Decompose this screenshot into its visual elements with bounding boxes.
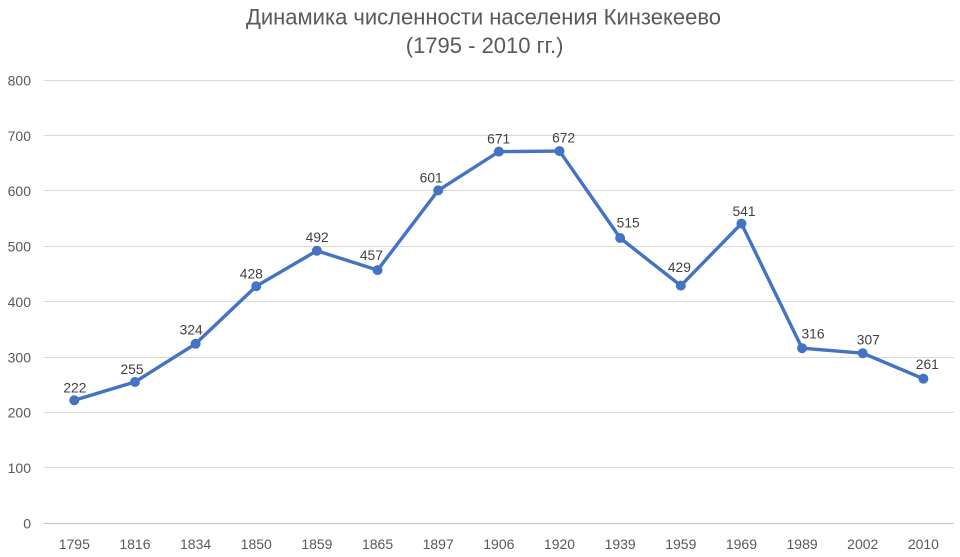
svg-text:(1795 - 2010 гг.): (1795 - 2010 гг.) (406, 33, 564, 58)
svg-text:307: 307 (857, 332, 880, 347)
svg-text:2002: 2002 (847, 536, 878, 552)
svg-text:222: 222 (63, 380, 86, 395)
svg-text:800: 800 (8, 72, 32, 88)
svg-text:1816: 1816 (119, 536, 150, 552)
svg-text:515: 515 (617, 216, 640, 231)
svg-text:671: 671 (487, 131, 510, 146)
svg-text:1959: 1959 (665, 536, 696, 552)
svg-text:1906: 1906 (483, 536, 514, 552)
svg-text:457: 457 (360, 248, 383, 263)
svg-text:200: 200 (8, 405, 32, 421)
svg-text:601: 601 (420, 171, 443, 186)
svg-text:400: 400 (8, 294, 32, 310)
svg-text:428: 428 (240, 267, 263, 282)
svg-text:500: 500 (8, 239, 32, 255)
svg-text:541: 541 (732, 204, 755, 219)
svg-text:1969: 1969 (726, 536, 757, 552)
svg-text:2010: 2010 (908, 536, 939, 552)
svg-text:100: 100 (8, 460, 32, 476)
svg-text:1850: 1850 (241, 536, 272, 552)
svg-text:1920: 1920 (544, 536, 575, 552)
svg-text:1989: 1989 (787, 536, 818, 552)
svg-text:316: 316 (801, 326, 824, 341)
svg-text:1897: 1897 (423, 536, 454, 552)
svg-text:1834: 1834 (180, 536, 211, 552)
svg-text:1859: 1859 (301, 536, 332, 552)
svg-text:0: 0 (23, 515, 31, 531)
svg-text:700: 700 (8, 128, 32, 144)
svg-text:600: 600 (8, 183, 32, 199)
svg-text:261: 261 (916, 357, 939, 372)
svg-text:300: 300 (8, 349, 32, 365)
svg-text:1939: 1939 (605, 536, 636, 552)
svg-text:429: 429 (668, 260, 691, 275)
svg-text:672: 672 (552, 131, 575, 146)
svg-text:1865: 1865 (362, 536, 393, 552)
svg-text:1795: 1795 (59, 536, 90, 552)
svg-text:492: 492 (306, 230, 329, 245)
svg-text:324: 324 (180, 322, 203, 337)
svg-text:255: 255 (120, 362, 143, 377)
svg-text:Динамика численности населения: Динамика численности населения Кинзекеев… (246, 4, 721, 29)
